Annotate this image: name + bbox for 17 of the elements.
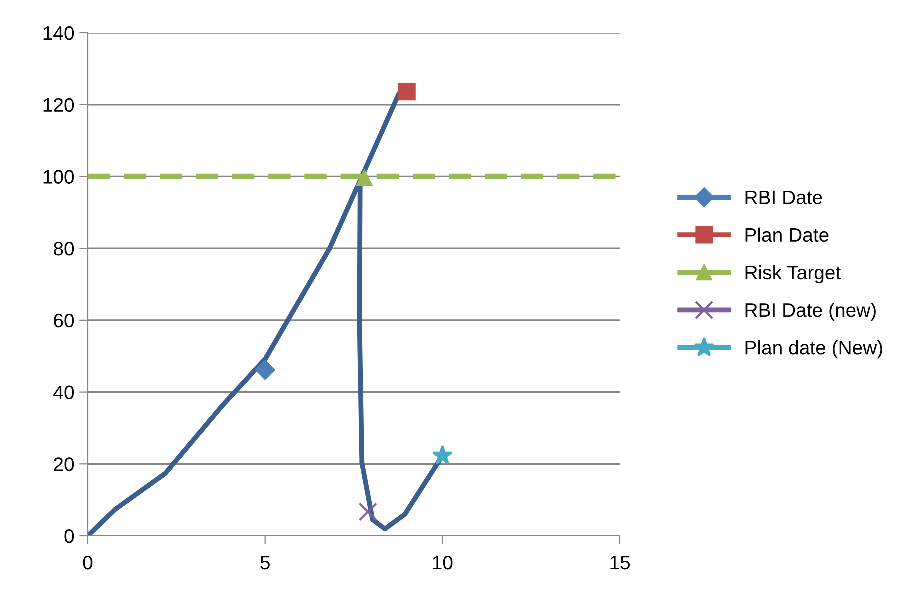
legend-label: Risk Target (746, 265, 841, 284)
y-tick-label: 140 (44, 26, 74, 40)
legend-label: RBI Date (746, 190, 822, 205)
legend-label: Plan date (New) (746, 340, 882, 359)
legend-label: RBI Date (new) (746, 302, 876, 322)
y-tick-label: 80 (54, 242, 74, 256)
x-tick-label: 5 (260, 556, 270, 570)
y-tick-label: 0 (64, 529, 74, 544)
y-tick-label: 60 (54, 314, 74, 328)
x-tick-label: 10 (433, 556, 453, 570)
x-tick-label: 15 (610, 556, 630, 570)
x-tick-label: 0 (83, 556, 93, 570)
y-tick-label: 40 (54, 386, 74, 400)
y-tick-label: 20 (54, 458, 74, 472)
legend-label: Plan Date (746, 228, 829, 242)
y-tick-label: 100 (44, 170, 74, 184)
y-tick-label: 120 (44, 98, 74, 112)
